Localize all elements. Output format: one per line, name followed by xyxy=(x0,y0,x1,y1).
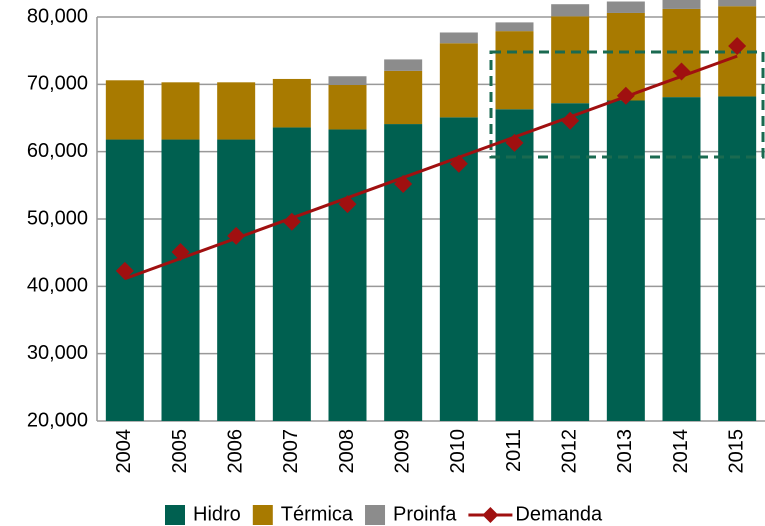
y-tick-label: 50,000 xyxy=(27,207,88,229)
x-tick-label: 2006 xyxy=(224,429,246,474)
bar xyxy=(328,85,367,130)
bar xyxy=(272,127,311,421)
bar xyxy=(495,31,534,110)
legend-swatch xyxy=(365,505,386,525)
trend-line xyxy=(124,54,738,281)
bar xyxy=(551,4,590,17)
bar xyxy=(439,32,478,44)
x-tick-label: 2008 xyxy=(336,429,358,474)
legend-label: Demanda xyxy=(515,503,603,525)
marker xyxy=(394,174,413,193)
legend-label: Hidro xyxy=(193,503,241,525)
y-tick-label: 70,000 xyxy=(27,73,88,95)
bar xyxy=(384,124,423,421)
x-tick-label: 2007 xyxy=(280,429,302,474)
legend-swatch xyxy=(252,505,273,525)
x-tick-label: 2014 xyxy=(670,429,692,474)
marker xyxy=(227,226,246,245)
y-tick-label: 20,000 xyxy=(27,409,88,431)
legend: Hidro Térmica Proinfa Demanda xyxy=(165,503,603,525)
bar xyxy=(606,100,645,421)
y-tick-label: 30,000 xyxy=(27,342,88,364)
bar xyxy=(105,80,144,140)
lines xyxy=(115,36,747,281)
x-tick-label: 2010 xyxy=(447,429,469,474)
x-tick-label: 2012 xyxy=(558,429,580,474)
bar xyxy=(495,109,534,421)
bar xyxy=(384,70,423,125)
legend-label: Térmica xyxy=(281,503,354,525)
bar xyxy=(328,76,367,86)
bar xyxy=(105,139,144,421)
bar xyxy=(718,96,757,421)
bar xyxy=(161,139,200,421)
bar xyxy=(551,103,590,421)
marker xyxy=(505,133,524,152)
legend-swatch xyxy=(165,505,185,525)
marker xyxy=(171,242,190,261)
marker xyxy=(338,195,357,214)
x-tick-label: 2011 xyxy=(503,429,525,472)
bar xyxy=(439,43,478,118)
bar xyxy=(384,59,423,71)
bar xyxy=(606,1,645,13)
bars xyxy=(105,0,757,422)
x-tick-label: 2004 xyxy=(113,429,135,474)
marker xyxy=(282,212,301,231)
x-tick-label: 2013 xyxy=(614,429,636,474)
y-tick-label: 40,000 xyxy=(27,275,88,297)
legend-marker xyxy=(482,507,499,523)
marker xyxy=(728,36,747,55)
marker xyxy=(561,111,580,130)
bar xyxy=(272,78,311,128)
y-tick-label: 60,000 xyxy=(27,140,88,162)
highlight-box xyxy=(489,50,765,159)
bar xyxy=(217,82,256,140)
marker xyxy=(449,154,468,173)
x-tick-label: 2005 xyxy=(169,429,191,474)
x-tick-label: 2015 xyxy=(725,429,747,474)
marker xyxy=(672,62,691,81)
bar xyxy=(606,12,645,101)
x-tick-label: 2009 xyxy=(391,429,413,474)
bar xyxy=(328,129,367,422)
bar xyxy=(718,0,757,7)
bar xyxy=(495,22,534,32)
bar xyxy=(662,97,701,422)
bar xyxy=(551,16,590,104)
bar xyxy=(662,0,701,9)
legend-label: Proinfa xyxy=(393,503,457,525)
y-tick-label: 80,000 xyxy=(27,5,88,27)
marker xyxy=(616,86,635,105)
bar xyxy=(161,82,200,140)
grid: 20,000 30,000 40,000 50,000 60,000 70,000 80,0… xyxy=(27,5,765,474)
marker xyxy=(115,261,134,280)
bar xyxy=(217,139,256,421)
